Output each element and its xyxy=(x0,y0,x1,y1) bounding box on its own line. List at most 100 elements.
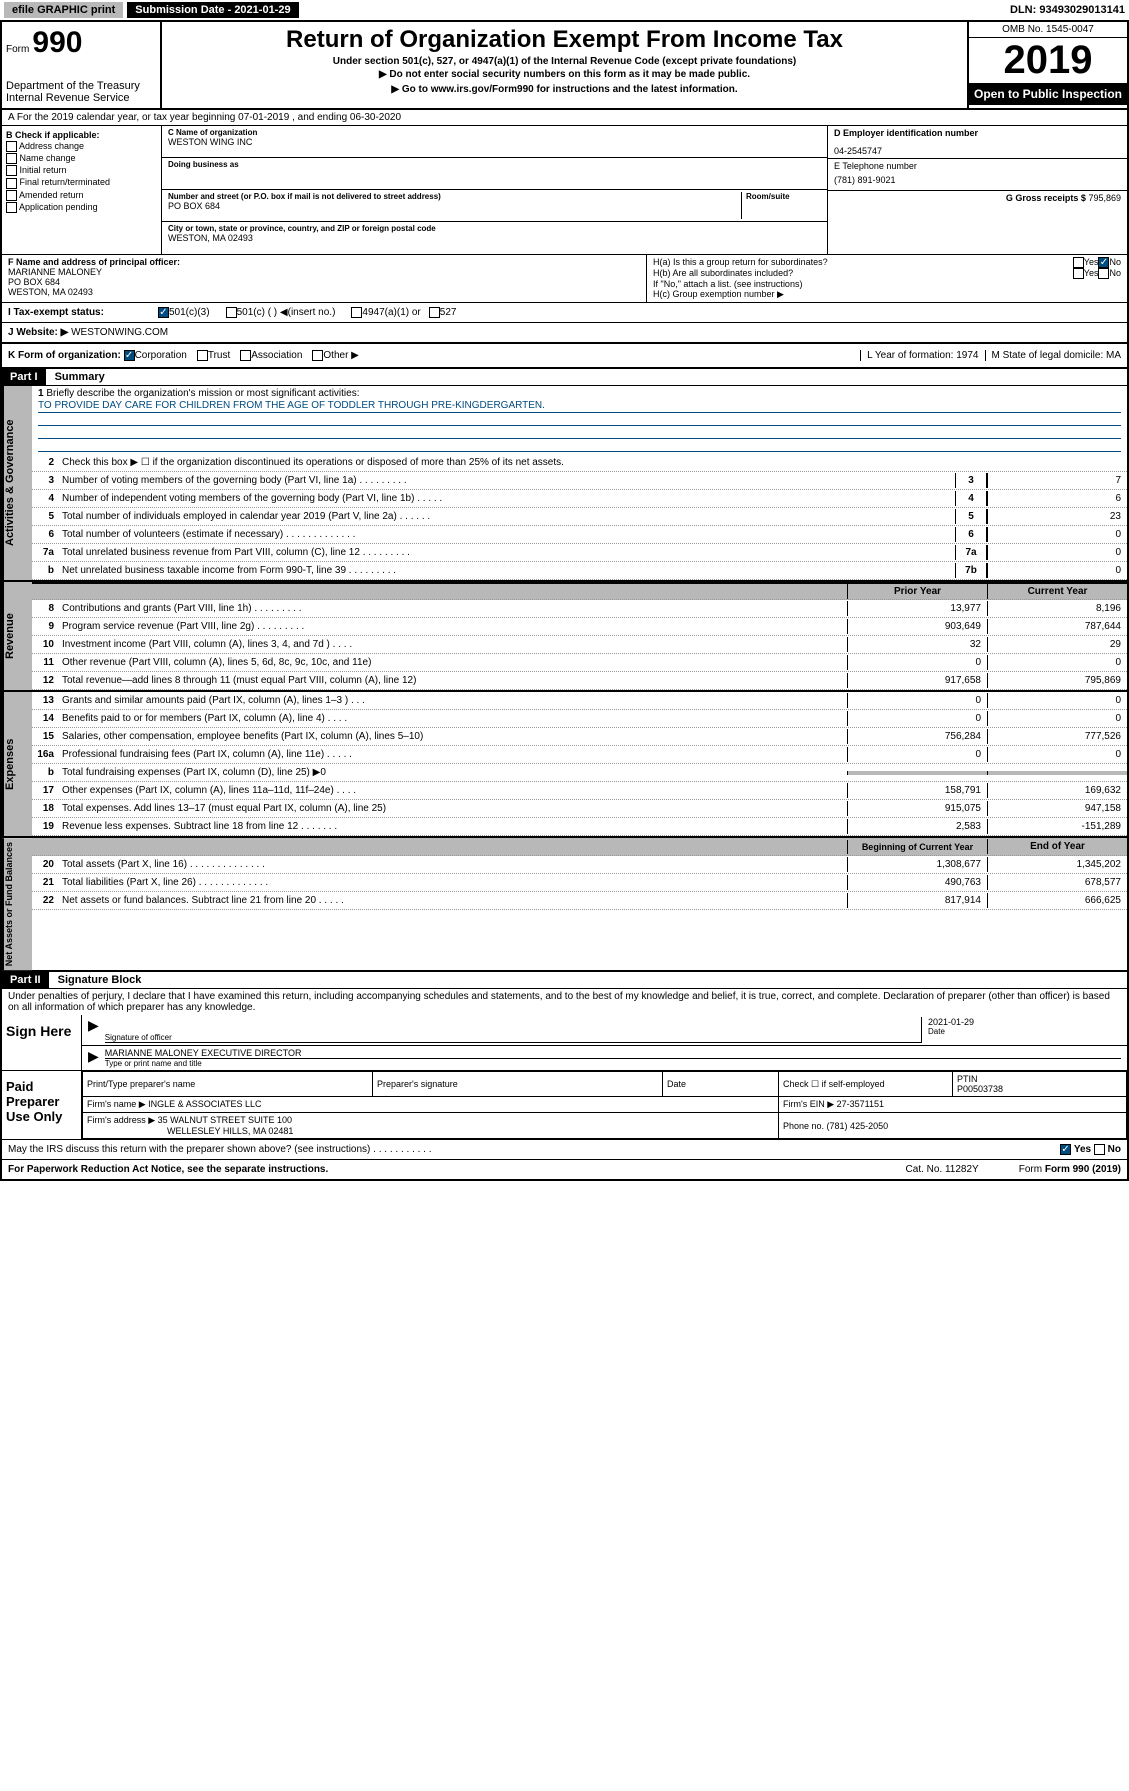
sig-officer-row: ▶ Signature of officer 2021-01-29 Date xyxy=(82,1015,1127,1046)
discuss-text: May the IRS discuss this return with the… xyxy=(8,1144,432,1155)
city-label: City or town, state or province, country… xyxy=(168,224,821,233)
firm-label: Firm's name ▶ xyxy=(87,1099,146,1109)
header-right: OMB No. 1545-0047 2019 Open to Public In… xyxy=(967,22,1127,108)
k-other[interactable] xyxy=(312,350,323,361)
k-corp[interactable] xyxy=(124,350,135,361)
chk-address[interactable]: Address change xyxy=(6,141,157,152)
hc-label: H(c) Group exemption number ▶ xyxy=(653,289,1121,300)
k-label: K Form of organization: xyxy=(8,350,121,361)
revenue: Revenue Prior YearCurrent Year 8Contribu… xyxy=(2,582,1127,692)
line-1: 1 Briefly describe the organization's mi… xyxy=(32,386,1127,454)
goto-link[interactable]: ▶ Go to www.irs.gov/Form990 for instruct… xyxy=(166,84,963,95)
line-18: 18Total expenses. Add lines 13–17 (must … xyxy=(32,800,1127,818)
line-20: 20Total assets (Part X, line 16) . . . .… xyxy=(32,856,1127,874)
form-footer-num: Form Form 990 (2019) xyxy=(1019,1164,1121,1175)
line-7b: bNet unrelated business taxable income f… xyxy=(32,562,1127,580)
i-527[interactable] xyxy=(429,307,440,318)
discuss-no[interactable] xyxy=(1094,1144,1105,1155)
firm-phone-label: Phone no. xyxy=(783,1121,824,1131)
phone-cell: E Telephone number (781) 891-9021 xyxy=(828,159,1127,191)
ptin-label: PTIN xyxy=(957,1074,1122,1084)
f-label: F Name and address of principal officer: xyxy=(8,257,640,267)
org-name-cell: C Name of organization WESTON WING INC xyxy=(162,126,827,158)
city: WESTON, MA 02493 xyxy=(168,233,821,243)
hb-yes[interactable] xyxy=(1073,268,1084,279)
hb-no[interactable] xyxy=(1098,268,1109,279)
preparer-block: Paid Preparer Use Only Print/Type prepar… xyxy=(2,1071,1127,1140)
mission-blank-3 xyxy=(38,439,1121,452)
m-state: M State of legal domicile: MA xyxy=(985,350,1122,361)
ein-cell: D Employer identification number 04-2545… xyxy=(828,126,1127,159)
f-addr2: WESTON, MA 02493 xyxy=(8,287,640,297)
firm-addr2: WELLESLEY HILLS, MA 02481 xyxy=(167,1126,293,1136)
ha-label: H(a) Is this a group return for subordin… xyxy=(653,257,1073,268)
org-name-label: C Name of organization xyxy=(168,128,821,137)
subtitle-2: ▶ Do not enter social security numbers o… xyxy=(166,69,963,80)
i-501c[interactable] xyxy=(226,307,237,318)
efile-badge[interactable]: efile GRAPHIC print xyxy=(4,2,123,18)
perjury-text: Under penalties of perjury, I declare th… xyxy=(2,989,1127,1015)
irs: Internal Revenue Service xyxy=(6,92,156,104)
paperwork: For Paperwork Reduction Act Notice, see … xyxy=(8,1164,328,1175)
form-frame: Form 990 Department of the Treasury Inte… xyxy=(0,20,1129,1181)
ptin: P00503738 xyxy=(957,1084,1122,1094)
section-b: B Check if applicable: Address change Na… xyxy=(2,126,162,254)
line-2: 2Check this box ▶ ☐ if the organization … xyxy=(32,454,1127,472)
rev-header: Prior YearCurrent Year xyxy=(32,582,1127,600)
top-bar: efile GRAPHIC print Submission Date - 20… xyxy=(0,0,1129,20)
line-16a: 16aProfessional fundraising fees (Part I… xyxy=(32,746,1127,764)
header-left: Form 990 Department of the Treasury Inte… xyxy=(2,22,162,108)
sig-name: MARIANNE MALONEY EXECUTIVE DIRECTOR xyxy=(105,1048,1121,1059)
section-i: I Tax-exempt status: 501(c)(3) 501(c) ( … xyxy=(2,303,1127,323)
j-val[interactable]: WESTONWING.COM xyxy=(71,327,168,338)
firm-name: INGLE & ASSOCIATES LLC xyxy=(148,1099,261,1109)
ha-yes[interactable] xyxy=(1073,257,1084,268)
gross-cell: G Gross receipts $ 795,869 xyxy=(828,191,1127,223)
k-trust[interactable] xyxy=(197,350,208,361)
ha-no[interactable] xyxy=(1098,257,1109,268)
line-13: 13Grants and similar amounts paid (Part … xyxy=(32,692,1127,710)
chk-pending[interactable]: Application pending xyxy=(6,202,157,213)
side-netassets: Net Assets or Fund Balances xyxy=(2,838,32,970)
line-11: 11Other revenue (Part VIII, column (A), … xyxy=(32,654,1127,672)
section-c: C Name of organization WESTON WING INC D… xyxy=(162,126,827,254)
i-4947[interactable] xyxy=(351,307,362,318)
form-footer: For Paperwork Reduction Act Notice, see … xyxy=(2,1159,1127,1179)
discuss-yes[interactable] xyxy=(1060,1144,1071,1155)
form-number: 990 xyxy=(32,26,82,59)
section-klm: K Form of organization: Corporation Trus… xyxy=(2,344,1127,369)
prep-sig-label: Preparer's signature xyxy=(373,1072,663,1097)
chk-name[interactable]: Name change xyxy=(6,153,157,164)
header-mid: Return of Organization Exempt From Incom… xyxy=(162,22,967,108)
mission-blank-2 xyxy=(38,426,1121,439)
chk-amended[interactable]: Amended return xyxy=(6,190,157,201)
k-assoc[interactable] xyxy=(240,350,251,361)
line1-text: Briefly describe the organization's miss… xyxy=(46,388,359,399)
cat-no: Cat. No. 11282Y xyxy=(906,1164,979,1175)
sig-name-label: Type or print name and title xyxy=(105,1059,1121,1068)
firm-ein: 27-3571151 xyxy=(837,1099,884,1109)
addr: PO BOX 684 xyxy=(168,201,741,211)
line-7a: 7aTotal unrelated business revenue from … xyxy=(32,544,1127,562)
i-501c3[interactable] xyxy=(158,307,169,318)
firm-addr1: 35 WALNUT STREET SUITE 100 xyxy=(158,1115,292,1125)
chk-initial[interactable]: Initial return xyxy=(6,165,157,176)
line-21: 21Total liabilities (Part X, line 26) . … xyxy=(32,874,1127,892)
i-label: I Tax-exempt status: xyxy=(8,307,158,318)
tax-year: 2019 xyxy=(969,38,1127,83)
activities-governance: Activities & Governance 1 Briefly descri… xyxy=(2,386,1127,582)
b-heading: B Check if applicable: xyxy=(6,130,157,140)
part2-title: Signature Block xyxy=(52,972,148,988)
chk-final[interactable]: Final return/terminated xyxy=(6,177,157,188)
line-9: 9Program service revenue (Part VIII, lin… xyxy=(32,618,1127,636)
na-header: Beginning of Current YearEnd of Year xyxy=(32,838,1127,856)
line-4: 4Number of independent voting members of… xyxy=(32,490,1127,508)
dba-label: Doing business as xyxy=(168,160,821,169)
line-14: 14Benefits paid to or for members (Part … xyxy=(32,710,1127,728)
prep-print-label: Print/Type preparer's name xyxy=(83,1072,373,1097)
tax-year-period: A For the 2019 calendar year, or tax yea… xyxy=(2,110,1127,126)
line-22: 22Net assets or fund balances. Subtract … xyxy=(32,892,1127,910)
phone-label: E Telephone number xyxy=(834,161,1121,171)
city-cell: City or town, state or province, country… xyxy=(162,222,827,254)
section-fh: F Name and address of principal officer:… xyxy=(2,255,1127,303)
